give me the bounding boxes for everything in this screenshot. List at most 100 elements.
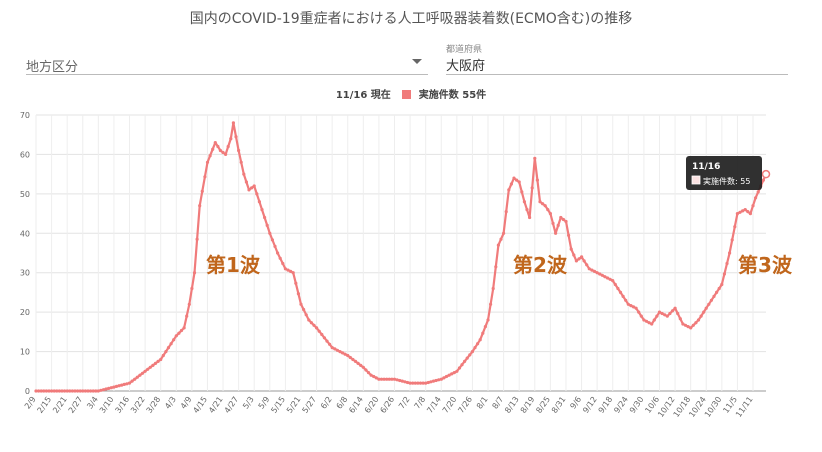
data-point[interactable] xyxy=(195,237,199,241)
data-point[interactable] xyxy=(307,318,311,322)
data-point[interactable] xyxy=(416,381,420,385)
data-point[interactable] xyxy=(231,121,235,125)
data-point[interactable] xyxy=(556,223,560,227)
data-point[interactable] xyxy=(444,374,449,379)
data-point[interactable] xyxy=(639,314,643,318)
data-point[interactable] xyxy=(408,381,412,385)
data-point[interactable] xyxy=(120,383,124,387)
data-point[interactable] xyxy=(437,378,441,382)
data-point[interactable] xyxy=(278,256,282,260)
data-point[interactable] xyxy=(722,272,727,276)
data-point[interactable] xyxy=(322,336,326,340)
data-point[interactable] xyxy=(478,338,482,342)
data-point[interactable] xyxy=(161,353,165,358)
data-point[interactable] xyxy=(439,377,443,381)
data-point[interactable] xyxy=(496,243,500,247)
data-point[interactable] xyxy=(148,365,152,369)
data-point[interactable] xyxy=(153,361,158,365)
data-point[interactable] xyxy=(689,326,693,330)
data-point[interactable] xyxy=(657,310,662,314)
data-point[interactable] xyxy=(91,389,95,393)
data-point[interactable] xyxy=(395,378,399,382)
data-point[interactable] xyxy=(483,325,487,329)
data-point[interactable] xyxy=(686,325,690,329)
data-point[interactable] xyxy=(234,135,238,139)
data-point[interactable] xyxy=(374,376,378,380)
data-point[interactable] xyxy=(270,238,274,242)
data-point[interactable] xyxy=(528,215,532,220)
data-point[interactable] xyxy=(47,389,51,393)
data-point[interactable] xyxy=(457,366,462,370)
prefecture-select[interactable]: 都道府県 大阪府 xyxy=(446,42,788,75)
data-point[interactable] xyxy=(595,271,599,275)
data-point[interactable] xyxy=(587,267,591,271)
data-point[interactable] xyxy=(530,186,534,190)
data-point[interactable] xyxy=(315,326,319,330)
data-point[interactable] xyxy=(572,253,576,257)
data-point[interactable] xyxy=(655,314,659,318)
data-point[interactable] xyxy=(411,381,415,385)
data-point[interactable] xyxy=(590,268,594,272)
data-point[interactable] xyxy=(250,186,254,190)
data-point[interactable] xyxy=(169,342,173,346)
data-point[interactable] xyxy=(559,215,563,220)
data-point[interactable] xyxy=(728,251,732,255)
data-point[interactable] xyxy=(611,279,615,283)
chart-legend[interactable]: 11/16 現在 実施件数 55件 xyxy=(0,86,822,101)
data-point[interactable] xyxy=(567,233,571,237)
data-point[interactable] xyxy=(512,176,516,180)
data-point[interactable] xyxy=(268,231,272,235)
data-point[interactable] xyxy=(140,371,145,375)
data-point[interactable] xyxy=(681,322,685,326)
data-point[interactable] xyxy=(257,200,261,204)
data-point[interactable] xyxy=(73,389,77,393)
data-point[interactable] xyxy=(34,389,38,393)
data-point[interactable] xyxy=(185,314,189,318)
data-point[interactable] xyxy=(338,350,342,354)
data-point[interactable] xyxy=(289,269,293,273)
data-point[interactable] xyxy=(135,375,139,379)
data-point[interactable] xyxy=(603,275,607,279)
data-point[interactable] xyxy=(548,212,553,216)
data-point[interactable] xyxy=(291,271,295,275)
data-point[interactable] xyxy=(429,380,433,384)
data-point[interactable] xyxy=(174,334,178,338)
data-point[interactable] xyxy=(447,373,451,377)
data-point[interactable] xyxy=(96,389,100,393)
data-point[interactable] xyxy=(605,276,610,280)
data-point[interactable] xyxy=(50,389,54,393)
data-point[interactable] xyxy=(574,259,579,263)
data-point[interactable] xyxy=(730,238,734,242)
data-point[interactable] xyxy=(286,268,290,272)
data-point[interactable] xyxy=(198,204,202,208)
data-point[interactable] xyxy=(125,382,129,386)
data-point[interactable] xyxy=(400,379,404,383)
data-point[interactable] xyxy=(541,202,545,206)
data-point[interactable] xyxy=(211,147,215,151)
data-point[interactable] xyxy=(600,273,604,277)
data-point[interactable] xyxy=(55,389,59,393)
data-point[interactable] xyxy=(335,348,339,352)
data-point[interactable] xyxy=(598,272,602,276)
data-point[interactable] xyxy=(551,221,555,225)
data-point[interactable] xyxy=(668,311,672,316)
data-point[interactable] xyxy=(733,225,737,229)
data-point[interactable] xyxy=(89,389,93,393)
data-point[interactable] xyxy=(554,231,558,235)
data-point[interactable] xyxy=(652,318,656,322)
data-point[interactable] xyxy=(242,172,246,176)
data-point[interactable] xyxy=(507,188,511,192)
data-point[interactable] xyxy=(127,381,132,385)
data-point[interactable] xyxy=(592,269,597,273)
data-point[interactable] xyxy=(683,323,688,327)
data-point[interactable] xyxy=(81,389,85,393)
data-point[interactable] xyxy=(317,329,321,333)
data-point[interactable] xyxy=(70,389,74,393)
data-point[interactable] xyxy=(304,313,308,317)
data-point[interactable] xyxy=(476,342,480,346)
data-point[interactable] xyxy=(172,338,176,342)
data-point[interactable] xyxy=(647,321,651,325)
data-point[interactable] xyxy=(754,196,758,200)
data-point[interactable] xyxy=(618,290,623,294)
data-point[interactable] xyxy=(122,382,126,386)
